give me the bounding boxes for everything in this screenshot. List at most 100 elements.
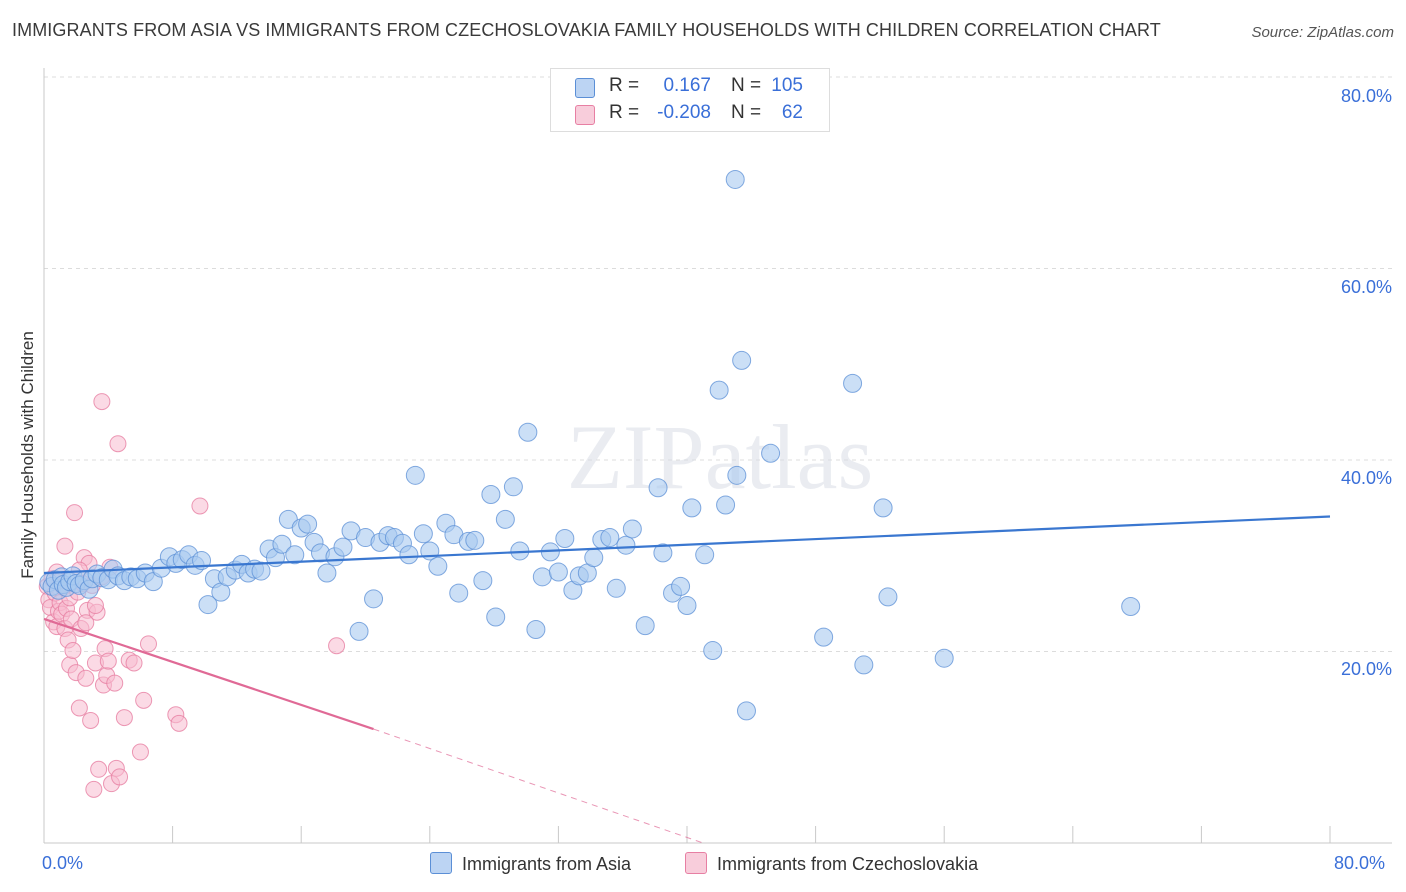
legend-n-value: 62: [781, 102, 803, 123]
legend-r-label: R =: [609, 102, 640, 123]
czech-point: [106, 674, 124, 692]
asia-point: [671, 576, 691, 596]
bottom-legend-czech: Immigrants from Czechoslovakia: [685, 852, 978, 876]
czech-point: [56, 537, 74, 555]
asia-point: [695, 545, 715, 565]
czech-point: [139, 635, 157, 653]
czech-point: [99, 652, 117, 670]
czech-trend-extension: [373, 728, 704, 844]
czech-point: [82, 711, 100, 729]
asia-point: [648, 478, 668, 498]
bottom-legend-swatch-czech: [685, 852, 707, 874]
asia-point: [736, 701, 756, 721]
bottom-legend-label-czech: Immigrants from Czechoslovakia: [717, 854, 979, 874]
czech-point: [131, 743, 149, 761]
watermark: ZIPatlas: [567, 406, 874, 508]
czech-point: [135, 691, 153, 709]
czech-point: [86, 597, 104, 615]
stats-legend: R = 0.167 N = 105 R = -0.208 N = 62: [550, 68, 830, 132]
y-tick-label: 60.0%: [1340, 277, 1392, 297]
asia-point: [761, 443, 781, 463]
asia-point: [843, 373, 863, 393]
legend-n-label: N =: [731, 75, 762, 96]
legend-r-value: -0.208: [657, 102, 711, 123]
asia-point: [606, 578, 626, 598]
asia-point: [703, 641, 723, 661]
asia-point: [503, 477, 523, 497]
asia-point: [653, 543, 673, 563]
legend-n-label: N =: [731, 102, 762, 123]
legend-r-label: R =: [609, 75, 640, 96]
asia-point: [635, 616, 655, 636]
asia-point: [518, 422, 538, 442]
legend-r-value: 0.167: [663, 75, 711, 96]
x-tick-label: 80.0%: [1334, 853, 1386, 873]
asia-point: [405, 465, 425, 485]
asia-point: [449, 583, 469, 603]
czech-point: [125, 654, 143, 672]
czech-point: [191, 497, 209, 515]
asia-point: [814, 627, 834, 647]
asia-point: [399, 545, 419, 565]
asia-point: [716, 495, 736, 515]
axes: [43, 68, 1392, 844]
asia-point: [622, 519, 642, 539]
asia-point: [526, 619, 546, 639]
asia-point: [878, 587, 898, 607]
y-tick-label: 20.0%: [1340, 659, 1392, 679]
asia-point: [428, 556, 448, 576]
asia-trend-line: [43, 515, 1331, 575]
asia-point: [548, 562, 568, 582]
asia-point: [473, 571, 493, 591]
asia-point: [298, 514, 318, 534]
asia-point: [682, 498, 702, 518]
czech-point: [70, 699, 88, 717]
asia-point: [532, 567, 552, 587]
asia-point: [600, 528, 620, 548]
asia-point: [272, 534, 292, 554]
bottom-legend-asia: Immigrants from Asia: [430, 852, 631, 876]
czech-point: [64, 642, 82, 660]
asia-point: [333, 537, 353, 557]
czech-point: [170, 714, 188, 732]
asia-point: [727, 465, 747, 485]
asia-point: [709, 380, 729, 400]
czech-point: [85, 780, 103, 798]
asia-point: [1121, 596, 1141, 616]
asia-point: [854, 655, 874, 675]
czech-point: [93, 393, 111, 411]
czech-point: [111, 768, 129, 786]
asia-point: [285, 545, 305, 565]
asia-point: [198, 595, 218, 615]
y-tick-label: 40.0%: [1340, 468, 1392, 488]
czech-point: [109, 435, 127, 453]
czech-trend-line: [43, 617, 374, 731]
legend-row-czech: R = -0.208 N = 62: [551, 100, 829, 128]
czech-point: [115, 709, 133, 727]
asia-point: [486, 607, 506, 627]
y-tick-label: 80.0%: [1340, 86, 1392, 106]
asia-point: [616, 535, 636, 555]
bottom-legend-label-asia: Immigrants from Asia: [462, 854, 632, 874]
legend-swatch-asia: [575, 78, 595, 98]
asia-point: [555, 529, 575, 549]
asia-point: [677, 596, 697, 616]
czech-point: [328, 637, 346, 655]
asia-point: [413, 524, 433, 544]
asia-point: [465, 530, 485, 550]
asia-point: [934, 648, 954, 668]
trend-lines: [43, 515, 1331, 844]
legend-row-asia: R = 0.167 N = 105: [551, 73, 829, 101]
asia-point: [732, 350, 752, 370]
legend-n-value: 105: [771, 75, 803, 96]
source-label: Source: ZipAtlas.com: [1251, 24, 1394, 41]
y-axis-label: Family Households with Children: [18, 331, 37, 579]
asia-point: [364, 589, 384, 609]
asia-point: [495, 509, 515, 529]
czech-point: [90, 760, 108, 778]
czech-point: [77, 669, 95, 687]
bottom-legend-swatch-asia: [430, 852, 452, 874]
czech-point: [66, 504, 84, 522]
asia-point: [584, 548, 604, 568]
